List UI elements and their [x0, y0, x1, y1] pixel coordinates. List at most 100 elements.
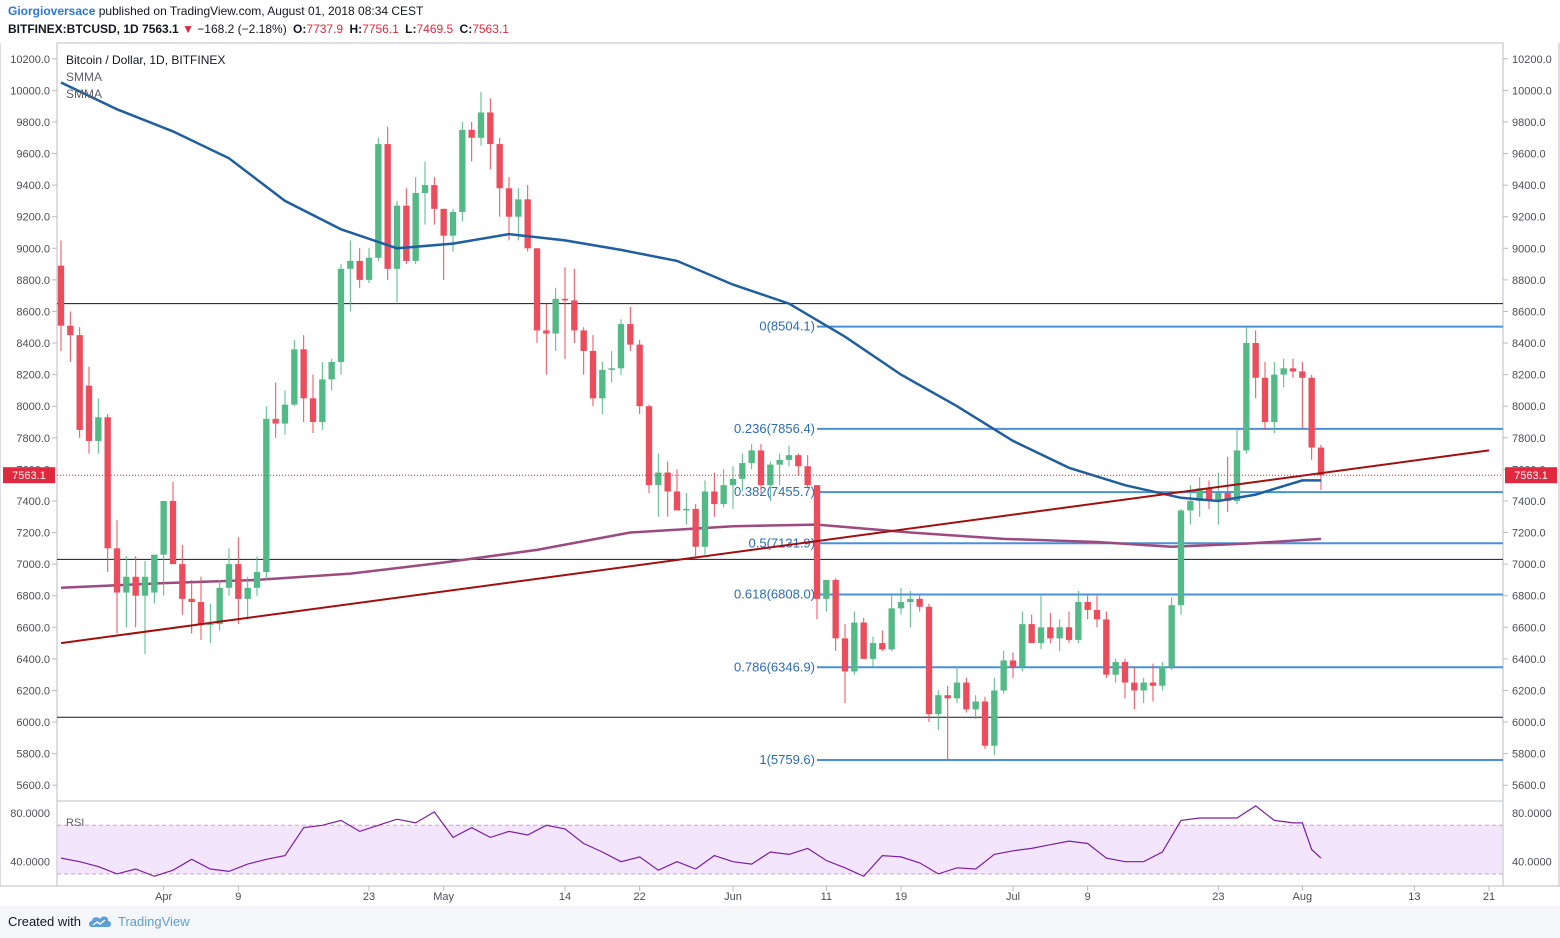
legend-smma-1[interactable]: SMMA: [66, 70, 102, 84]
candle-body: [925, 606, 933, 715]
candle-down: [533, 248, 541, 344]
y-tick-label-left: 9400.0: [16, 180, 50, 192]
candle-up: [617, 319, 625, 375]
fib-level-label: 0.5(7131.9): [749, 535, 816, 550]
chart-area[interactable]: 5600.0 5800.0 6000.0 6200.0 6400.0 6600.0 6800…: [0, 40, 1560, 906]
candle-body: [1037, 627, 1045, 644]
candle-body: [832, 579, 839, 639]
x-tick-label: Jul: [1006, 891, 1020, 903]
left-price-axis[interactable]: 5600.0 5800.0 6000.0 6200.0 6400.0 6600.0 6800…: [10, 54, 57, 792]
candle-down: [636, 339, 643, 415]
candle-down: [113, 519, 121, 634]
candle-body: [1308, 377, 1315, 448]
candle-body: [851, 622, 858, 672]
candle-up: [1037, 595, 1045, 650]
fib-level-label: 0.236(7856.4): [734, 421, 815, 436]
candle-body: [617, 324, 625, 369]
y-tick-label-left: 8600.0: [16, 306, 50, 318]
candle-body: [1019, 624, 1026, 667]
candle-body: [515, 199, 522, 217]
candle-down: [85, 366, 93, 454]
smma-fast-line[interactable]: [60, 81, 1321, 503]
y-tick-label-left: 6600.0: [16, 622, 50, 634]
x-tick-label: May: [433, 891, 454, 903]
candle-up: [1187, 485, 1194, 525]
candle-body: [1205, 488, 1213, 501]
rsi-indicator[interactable]: 80.0000 80.0000 40.0000 40.0000 RSI: [10, 805, 1552, 878]
candle-body: [627, 324, 634, 345]
rsi-label: RSI: [66, 817, 84, 829]
y-tick-label-left: 10000.0: [10, 85, 50, 97]
high-label: H:: [349, 22, 363, 36]
candle-down: [1047, 613, 1054, 644]
chart-svg[interactable]: 5600.0 5800.0 6000.0 6200.0 6400.0 6600.0 6800…: [0, 40, 1560, 906]
fibonacci-retracement[interactable]: 0(8504.1) 0.236(7856.4) 0.382(7455.7) 0.5(7…: [734, 319, 1503, 767]
x-tick-label: Jun: [724, 891, 742, 903]
x-tick-label: 19: [895, 891, 907, 903]
candle-up: [739, 453, 746, 492]
publisher-name[interactable]: Giorgioversace: [8, 4, 96, 18]
candle-down: [1299, 361, 1306, 429]
candle-body: [561, 298, 569, 301]
candle-up: [851, 611, 858, 675]
candle-body: [1084, 602, 1091, 610]
candle-body: [1271, 374, 1278, 422]
candle-up: [515, 188, 522, 241]
candle-down: [916, 595, 923, 612]
candle-body: [244, 587, 251, 599]
candle-up: [365, 248, 373, 284]
y-tick-label-left: 8200.0: [16, 370, 50, 382]
high-value: 7756.1: [362, 22, 399, 36]
candle-down: [1084, 595, 1091, 620]
y-tick-label-right: 7800.0: [1512, 433, 1546, 445]
trendline[interactable]: [60, 449, 1490, 645]
right-price-axis[interactable]: 5600.0 5800.0 6000.0 6200.0 6400.0 6600.0 6800…: [1503, 54, 1552, 792]
y-tick-label-right: 6000.0: [1512, 717, 1546, 729]
smma-slow-line[interactable]: [60, 523, 1322, 590]
candle-down: [67, 311, 74, 362]
legend-smma-2[interactable]: SMMA: [66, 87, 102, 101]
candle-body: [916, 598, 923, 607]
tradingview-brand[interactable]: TradingView: [118, 914, 190, 929]
close-label: C:: [459, 22, 473, 36]
candle-up: [281, 390, 289, 435]
candle-body: [935, 695, 942, 715]
candle-down: [795, 453, 802, 476]
x-tick-label: Aug: [1293, 891, 1313, 903]
candle-down: [1149, 663, 1157, 702]
candles[interactable]: [57, 91, 1325, 760]
candle-body: [953, 682, 961, 699]
candle-down: [673, 469, 681, 511]
candle-body: [95, 417, 102, 441]
candle-up: [869, 636, 877, 667]
candle-up: [1271, 361, 1278, 434]
candle-body: [356, 260, 363, 280]
x-tick-label: 14: [559, 891, 571, 903]
candle-up: [991, 677, 998, 756]
candle-up: [160, 500, 167, 596]
candle-body: [319, 379, 326, 422]
candle-down: [169, 482, 177, 565]
candle-down: [524, 185, 531, 252]
candle-down: [860, 617, 867, 659]
horizontal-lines[interactable]: [57, 303, 1503, 718]
y-tick-label-right: 8200.0: [1512, 370, 1546, 382]
y-tick-label-left: 7000.0: [16, 559, 50, 571]
candle-body: [412, 193, 419, 261]
y-tick-label-left: 8000.0: [16, 401, 50, 413]
candle-body: [328, 361, 335, 380]
last-price-label-right: 7563.1: [1514, 470, 1548, 482]
time-axis[interactable]: Apr 9 23 May 14 22 Jun 11 19 Jul 9 23 Aug 13 21: [155, 886, 1495, 903]
candle-body: [673, 491, 681, 511]
candle-body: [1009, 660, 1017, 667]
candle-body: [981, 701, 989, 746]
candle-body: [1317, 447, 1325, 476]
candle-up: [459, 121, 466, 222]
candle-body: [767, 464, 774, 486]
last-price: 7563.1: [142, 22, 179, 36]
candle-body: [281, 404, 289, 424]
y-tick-label-left: 6000.0: [16, 717, 50, 729]
candle-up: [823, 579, 830, 612]
y-tick-label-right: 9600.0: [1512, 149, 1546, 161]
candle-down: [356, 248, 363, 288]
